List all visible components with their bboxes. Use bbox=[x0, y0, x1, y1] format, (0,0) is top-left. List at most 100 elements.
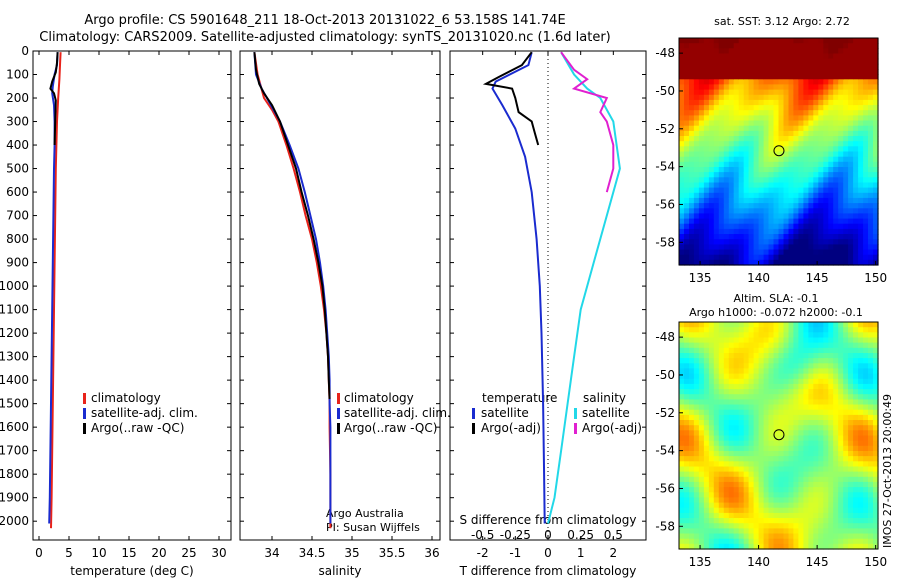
sst-cell bbox=[718, 197, 725, 204]
difference-xlabel: T difference from climatology bbox=[459, 564, 637, 578]
sla-cell bbox=[813, 420, 819, 426]
sla-cell bbox=[703, 430, 710, 437]
sla-cell bbox=[723, 353, 730, 359]
sla-cell bbox=[833, 332, 839, 339]
sla-cell bbox=[793, 543, 799, 550]
sst-cell bbox=[808, 172, 814, 178]
sla-cell bbox=[763, 353, 770, 359]
sst-cell bbox=[783, 89, 790, 96]
sla-cell bbox=[808, 347, 814, 354]
sst-cell bbox=[833, 192, 839, 199]
sst-cell bbox=[703, 234, 710, 240]
sla-cell bbox=[773, 507, 780, 514]
sst-cell bbox=[679, 110, 685, 116]
sst-cell bbox=[693, 208, 700, 215]
sla-cell bbox=[848, 518, 854, 524]
sla-cell bbox=[708, 332, 715, 339]
sla-cell bbox=[698, 507, 705, 514]
sst-cell bbox=[783, 218, 790, 225]
sla-cell bbox=[684, 471, 690, 478]
sla-cell bbox=[813, 404, 819, 411]
sst-cell bbox=[818, 99, 824, 106]
sla-cell bbox=[848, 420, 854, 426]
sla-cell bbox=[823, 523, 829, 529]
sla-cell bbox=[803, 502, 809, 509]
sst-cell bbox=[733, 254, 740, 261]
sst-cell bbox=[753, 130, 760, 137]
sst-cell bbox=[718, 254, 725, 261]
sla-cell bbox=[808, 456, 814, 462]
sla-cell bbox=[833, 538, 839, 545]
sst-cell bbox=[803, 58, 809, 65]
sst-cell bbox=[798, 156, 804, 163]
legend-swatch-satellite bbox=[337, 408, 340, 419]
sla-cell bbox=[708, 538, 715, 545]
sla-cell bbox=[718, 368, 725, 375]
sst-cell bbox=[679, 208, 685, 215]
sst-cell bbox=[753, 43, 760, 49]
sla-cell bbox=[868, 466, 874, 473]
sst-cell bbox=[873, 187, 879, 194]
sla-cell bbox=[748, 389, 755, 395]
series-argo-raw-qc bbox=[253, 52, 331, 399]
sla-cell bbox=[868, 363, 874, 370]
sla-cell bbox=[708, 358, 715, 364]
sst-cell bbox=[748, 156, 755, 163]
sst-cell bbox=[743, 156, 750, 163]
sla-cell bbox=[758, 512, 765, 519]
sla-cell bbox=[693, 461, 700, 468]
sst-cell bbox=[708, 244, 715, 251]
sst-cell bbox=[838, 249, 844, 256]
sst-cell bbox=[873, 99, 879, 106]
sla-cell bbox=[813, 543, 819, 550]
sla-cell bbox=[798, 471, 804, 478]
sst-cell bbox=[813, 182, 819, 189]
sla-cell bbox=[738, 471, 745, 478]
sla-cell bbox=[679, 347, 685, 354]
sla-cell bbox=[783, 347, 790, 354]
sla-cell bbox=[828, 332, 834, 339]
sla-cell bbox=[858, 389, 864, 395]
sla-cell bbox=[818, 358, 824, 364]
sla-cell bbox=[803, 523, 809, 529]
sst-cell bbox=[718, 172, 725, 178]
sst-cell bbox=[718, 259, 725, 266]
sla-cell bbox=[858, 461, 864, 468]
sla-cell bbox=[798, 383, 804, 390]
sst-cell bbox=[748, 53, 755, 60]
sla-cell bbox=[718, 492, 725, 499]
sla-cell bbox=[833, 533, 839, 540]
sla-cell bbox=[698, 492, 705, 499]
sla-cell bbox=[838, 518, 844, 524]
sla-cell bbox=[768, 404, 775, 411]
sst-cell bbox=[713, 115, 720, 122]
sla-cell bbox=[778, 347, 785, 354]
sla-cell bbox=[773, 538, 780, 545]
sla-cell bbox=[689, 461, 695, 468]
sst-cell bbox=[684, 161, 690, 168]
sst-cell bbox=[728, 192, 735, 199]
sla-cell bbox=[698, 322, 705, 328]
sst-cell bbox=[698, 254, 705, 261]
sst-cell bbox=[853, 239, 859, 245]
sla-cell bbox=[728, 451, 735, 457]
sla-cell bbox=[843, 404, 849, 411]
sla-cell bbox=[863, 368, 869, 375]
sst-cell bbox=[753, 53, 760, 60]
sla-cell bbox=[853, 492, 859, 499]
sla-cell bbox=[778, 512, 785, 519]
sst-cell bbox=[689, 94, 695, 101]
sst-cell bbox=[743, 136, 750, 142]
sst-cell bbox=[743, 182, 750, 189]
sst-cell bbox=[783, 105, 790, 111]
sla-cell bbox=[788, 497, 795, 504]
sst-cell bbox=[828, 156, 834, 163]
sst-cell bbox=[808, 69, 814, 75]
sst-map-title: sat. SST: 3.12 Argo: 2.72 bbox=[714, 15, 850, 28]
sla-cell bbox=[703, 353, 710, 359]
sla-cell bbox=[833, 363, 839, 370]
sla-cell bbox=[803, 353, 809, 359]
sla-cell bbox=[843, 383, 849, 390]
sst-cell bbox=[798, 136, 804, 142]
sla-cell bbox=[713, 420, 720, 426]
